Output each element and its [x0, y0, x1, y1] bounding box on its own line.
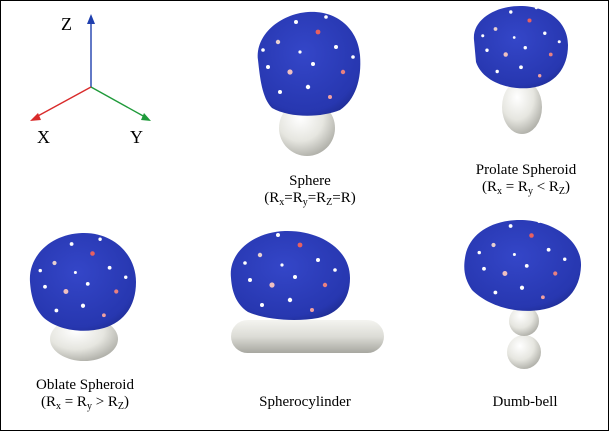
dumbbell-vesicle: [464, 220, 582, 311]
dumbbell-particle-lower: [507, 335, 541, 369]
sphere-label: Sphere (Rx=Ry=RZ=R): [240, 173, 380, 208]
y-axis-label: Y: [130, 127, 143, 147]
dumbbell-label: Dumb-bell: [492, 394, 558, 410]
spherocylinder-model: [230, 228, 384, 353]
spherocylinder-particle: [231, 320, 384, 353]
oblate-spheroid-name: Oblate Spheroid: [36, 377, 134, 393]
dumbbell-particle-upper: [509, 306, 539, 336]
prolate-spheroid-model: [473, 6, 568, 134]
prolate-spheroid-formula: (Rx = Ry < RZ): [481, 179, 571, 197]
prolate-spheroid-label: Prolate Spheroid (Rx = Ry < RZ): [446, 162, 606, 197]
sphere-name: Sphere: [289, 173, 331, 189]
prolate-particle: [502, 80, 542, 134]
sphere-formula: (Rx=Ry=RZ=R): [264, 190, 356, 208]
oblate-spheroid-model: [29, 232, 136, 361]
prolate-vesicle: [473, 6, 568, 89]
sphere-vesicle: [257, 11, 361, 116]
x-axis-arrowhead: [30, 113, 41, 121]
y-axis-arrowhead: [141, 113, 151, 121]
x-axis-line: [35, 86, 92, 118]
y-axis-line: [90, 86, 146, 118]
dumbbell-model: [464, 219, 582, 369]
x-axis-label: X: [37, 127, 50, 147]
oblate-spheroid-formula: (Rx = Ry > RZ): [40, 394, 130, 412]
sphere-model: [257, 11, 361, 156]
prolate-spheroid-name: Prolate Spheroid: [475, 162, 577, 178]
oblate-vesicle: [29, 232, 136, 331]
oblate-spheroid-label: Oblate Spheroid (Rx = Ry > RZ): [10, 377, 160, 412]
z-axis-arrowhead: [87, 14, 95, 24]
z-axis-label: Z: [61, 14, 72, 34]
spherocylinder-vesicle: [230, 230, 350, 320]
axes-triad: [30, 14, 151, 121]
spherocylinder-label: Spherocylinder: [259, 394, 351, 410]
